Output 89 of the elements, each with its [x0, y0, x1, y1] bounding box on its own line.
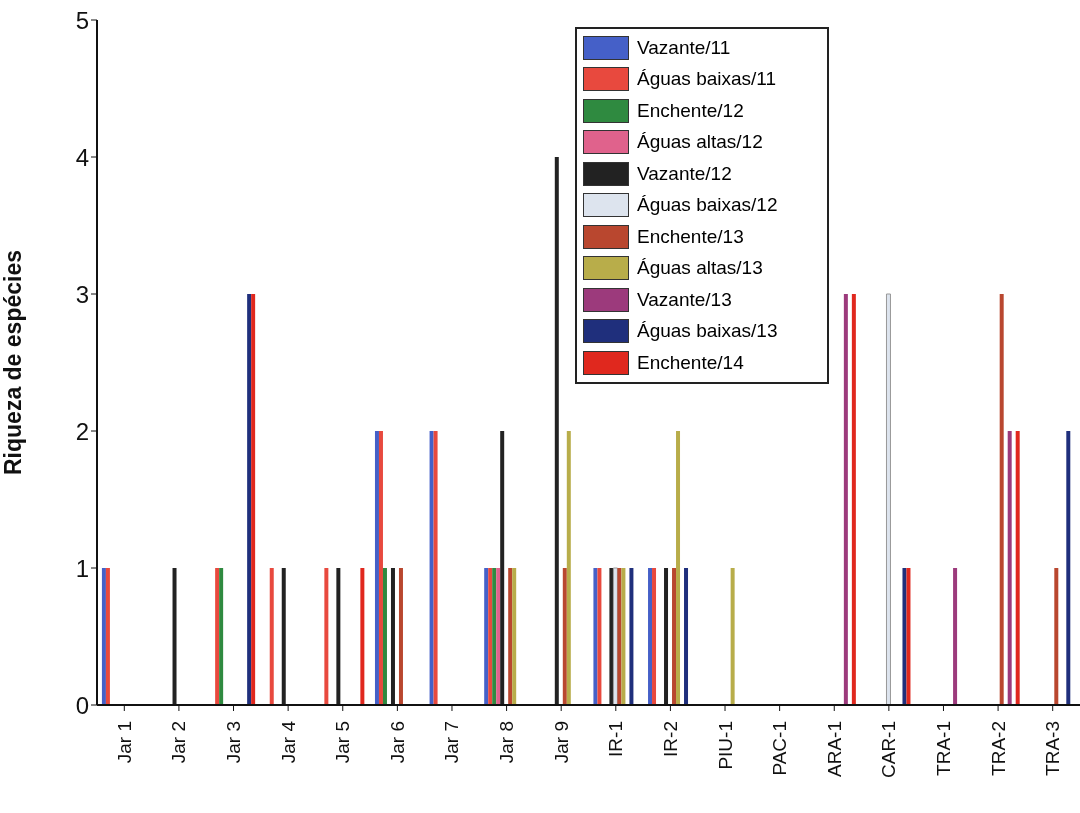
x-tick-label: Jar 9: [550, 721, 572, 764]
x-tick-label: TRA-2: [987, 721, 1009, 776]
x-tick-label: CAR-1: [878, 721, 900, 779]
bar: [324, 568, 329, 705]
bar: [629, 568, 634, 705]
bar: [492, 568, 497, 705]
legend-label: Enchente/14: [637, 351, 744, 374]
bar: [488, 568, 493, 705]
x-tick-label: Jar 4: [277, 720, 299, 764]
bar: [1007, 431, 1012, 705]
x-tick-label: Jar 6: [386, 721, 408, 764]
bar: [281, 568, 286, 705]
bar: [484, 568, 489, 705]
x-tick-label: IR-2: [659, 721, 681, 757]
bar: [390, 568, 395, 705]
bar: [500, 431, 505, 705]
y-axis-title: Riqueza de espécies: [0, 250, 27, 475]
y-tick-label: 5: [75, 6, 89, 34]
x-tick-label: Jar 8: [496, 721, 518, 764]
bar: [617, 568, 622, 705]
bar: [730, 568, 735, 705]
bar: [885, 293, 891, 705]
x-tick-label: Jar 2: [168, 721, 190, 764]
bar: [672, 568, 677, 705]
x-tick-label: Jar 1: [113, 721, 135, 764]
bar: [906, 568, 911, 705]
legend-label: Vazante/11: [637, 36, 731, 59]
bar: [1054, 568, 1059, 705]
bar: [851, 294, 856, 705]
bar: [251, 294, 256, 705]
y-tick-label: 0: [75, 691, 89, 719]
bar: [105, 568, 110, 705]
legend-label: Águas altas/13: [637, 257, 763, 280]
legend-label: Águas baixas/12: [637, 194, 778, 217]
y-tick-label: 3: [75, 280, 89, 308]
bar: [999, 294, 1004, 705]
legend-label: Vazante/12: [637, 162, 732, 185]
x-tick-label: ARA-1: [823, 721, 845, 777]
bar: [902, 568, 907, 705]
bar: [429, 431, 434, 705]
bar: [382, 568, 387, 705]
y-tick-label: 1: [75, 554, 89, 582]
x-tick-label: TRA-1: [932, 721, 954, 776]
legend-label: Águas baixas/11: [637, 68, 777, 91]
bar: [101, 568, 106, 705]
bar: [843, 294, 848, 705]
bar: [398, 568, 403, 705]
bar: [597, 568, 602, 705]
bar: [609, 568, 614, 705]
bar: [676, 431, 681, 705]
x-tick-label: TRA-3: [1042, 721, 1064, 776]
x-tick-label: Jar 7: [441, 721, 463, 764]
bar: [562, 568, 567, 705]
bar: [593, 568, 598, 705]
bar: [1015, 431, 1020, 705]
bar: [566, 431, 571, 705]
legend-label: Águas altas/12: [637, 131, 763, 154]
bar: [247, 294, 252, 705]
x-tick-label: PAC-1: [769, 721, 791, 776]
x-tick-label: Jar 5: [332, 721, 354, 764]
legend-label: Enchente/12: [637, 99, 744, 122]
y-tick-label: 4: [75, 143, 89, 171]
legend-label: Águas baixas/13: [637, 320, 778, 343]
x-tick-label: Jar 3: [223, 721, 245, 764]
bar: [512, 568, 517, 705]
bar: [360, 568, 365, 705]
bar: [378, 431, 383, 705]
bar: [219, 568, 224, 705]
legend-label: Vazante/13: [637, 288, 732, 311]
bar: [433, 431, 438, 705]
x-tick-label: IR-1: [605, 721, 627, 757]
bar: [648, 568, 653, 705]
legend-label: Enchente/13: [637, 225, 744, 248]
bar: [269, 568, 274, 705]
bar: [336, 568, 341, 705]
bar: [664, 568, 669, 705]
bar: [172, 568, 177, 705]
bar: [215, 568, 220, 705]
bar: [1066, 431, 1071, 705]
x-tick-label: PIU-1: [714, 721, 736, 770]
bar: [374, 431, 379, 705]
bar: [508, 568, 513, 705]
bar: [621, 568, 626, 705]
bar: [953, 568, 958, 705]
bar: [652, 568, 657, 705]
y-tick-label: 2: [75, 417, 89, 445]
bar: [554, 157, 559, 705]
bar: [684, 568, 689, 705]
bar: [496, 568, 501, 705]
